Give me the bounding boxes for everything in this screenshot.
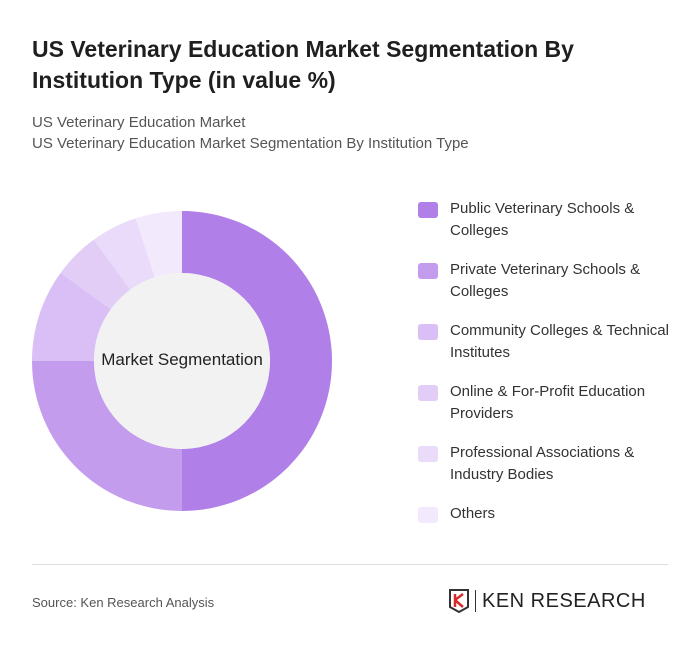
donut-slice[interactable] xyxy=(32,272,111,361)
ken-logo-icon xyxy=(449,589,469,614)
donut-hole xyxy=(94,273,270,449)
donut-chart xyxy=(32,211,332,511)
legend-item[interactable]: Online & For-Profit Education Providers xyxy=(418,381,678,442)
legend-label: Community Colleges & Technical Institute… xyxy=(450,322,669,361)
divider xyxy=(32,564,668,565)
legend-swatch xyxy=(418,263,438,279)
legend-label: Professional Associations & Industry Bod… xyxy=(450,444,635,483)
legend-swatch xyxy=(418,446,438,462)
source-note: Source: Ken Research Analysis xyxy=(32,595,215,610)
legend-item[interactable]: Private Veterinary Schools & Colleges xyxy=(418,259,678,320)
donut-slice[interactable] xyxy=(182,211,332,511)
legend-item[interactable]: Professional Associations & Industry Bod… xyxy=(418,442,678,503)
legend-item[interactable]: Public Veterinary Schools & Colleges xyxy=(418,198,678,259)
donut-slice[interactable] xyxy=(135,211,182,278)
legend-label: Others xyxy=(450,505,496,522)
legend-label: Public Veterinary Schools & Colleges xyxy=(450,200,635,239)
legend: Public Veterinary Schools & Colleges Priv… xyxy=(418,198,678,564)
legend-item[interactable]: Community Colleges & Technical Institute… xyxy=(418,320,678,381)
donut-slice[interactable] xyxy=(32,361,182,511)
legend-label: Online & For-Profit Education Providers xyxy=(450,383,646,422)
donut-slice[interactable] xyxy=(93,218,155,290)
legend-item[interactable]: Others xyxy=(418,503,678,564)
legend-swatch xyxy=(418,202,438,218)
ken-research-logo: KEN RESEARCH xyxy=(448,588,646,614)
logo-text: KEN RESEARCH xyxy=(482,589,646,612)
subtitle-segmentation: US Veterinary Education Market Segmentat… xyxy=(32,135,469,152)
legend-swatch xyxy=(418,507,438,523)
chart-title: US Veterinary Education Market Segmentat… xyxy=(32,36,574,93)
legend-swatch xyxy=(418,324,438,340)
donut-slice[interactable] xyxy=(60,239,131,310)
legend-label: Private Veterinary Schools & Colleges xyxy=(450,261,641,300)
donut-center-label: Market Segmentation xyxy=(101,350,263,369)
subtitle-market: US Veterinary Education Market xyxy=(32,114,246,131)
legend-swatch xyxy=(418,385,438,401)
